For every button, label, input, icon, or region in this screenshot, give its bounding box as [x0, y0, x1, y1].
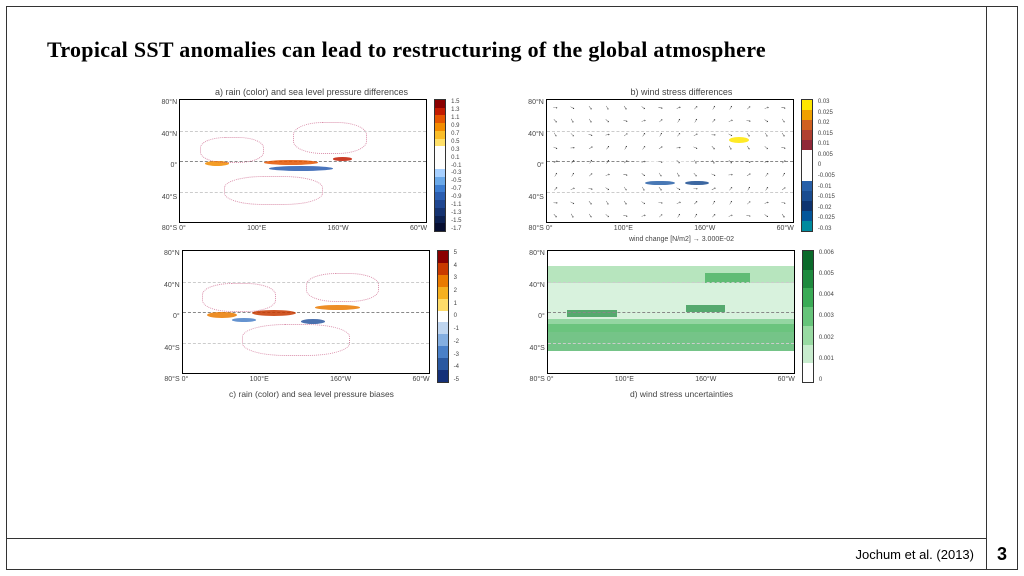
panel-d-map	[547, 250, 795, 374]
panel-d-xticks: 0°100°E160°W60°W	[547, 374, 795, 383]
panel-c-features	[183, 251, 429, 373]
panel-a-map	[179, 99, 427, 223]
content-area: Tropical SST anomalies can lead to restr…	[7, 7, 987, 539]
wind-scale-note: wind change [N/m2] → 3.000E-02	[507, 236, 857, 243]
panel-a-title: a) rain (color) and sea level pressure d…	[215, 87, 408, 97]
panel-c-yticks: 80°N40°N0°40°S80°S	[164, 250, 182, 383]
panel-c: 80°N40°N0°40°S80°S 0°100°E160°W60°W	[137, 250, 487, 399]
page-number: 3	[987, 539, 1017, 569]
footer-bar: Jochum et al. (2013)	[7, 539, 987, 569]
panel-a-xticks: 0°100°E160°W60°W	[179, 223, 427, 232]
panel-a-yticks: 80°N40°N0°40°S80°S	[162, 99, 180, 232]
panel-b-title: b) wind stress differences	[631, 87, 733, 97]
panel-c-title: c) rain (color) and sea level pressure b…	[229, 389, 394, 399]
panel-d-title: d) wind stress uncertainties	[630, 389, 733, 399]
panel-c-map	[182, 250, 430, 374]
panel-a-colorbar	[434, 99, 446, 232]
slide-frame: Tropical SST anomalies can lead to restr…	[6, 6, 1018, 570]
panel-d: 80°N40°N0°40°S80°S 0°100°E160°W60°W	[507, 250, 857, 399]
slide-title: Tropical SST anomalies can lead to restr…	[47, 37, 946, 63]
panel-a-cbar-labels: 1.51.31.10.90.70.50.30.1-0.1-0.3-0.5-0.7…	[451, 99, 461, 232]
panel-d-yticks: 80°N40°N0°40°S80°S	[529, 250, 547, 383]
panel-b: b) wind stress differences 80°N40°N0°40°…	[507, 87, 857, 232]
panel-b-yticks: 80°N40°N0°40°S80°S	[528, 99, 546, 232]
panel-c-xticks: 0°100°E160°W60°W	[182, 374, 430, 383]
panel-d-colorbar	[802, 250, 814, 383]
panel-b-map: →→→→→→→→→→→→→→→→→→→→→→→→→→→→→→→→→→→→→→→→…	[546, 99, 794, 223]
panel-d-cbar-labels: 0.0060.0050.0040.0030.0020.0010	[819, 250, 834, 383]
panel-b-cbar-labels: 0.030.0250.020.0150.010.0050-0.005-0.01-…	[818, 99, 835, 232]
figure-grid: a) rain (color) and sea level pressure d…	[137, 87, 857, 399]
panel-b-colorbar	[801, 99, 813, 232]
panel-a-features	[180, 100, 426, 222]
panel-a: a) rain (color) and sea level pressure d…	[137, 87, 487, 232]
panel-b-xticks: 0°100°E160°W60°W	[546, 223, 794, 232]
panel-b-arrows: →→→→→→→→→→→→→→→→→→→→→→→→→→→→→→→→→→→→→→→→…	[547, 100, 793, 222]
citation: Jochum et al. (2013)	[855, 547, 974, 562]
panel-c-colorbar	[437, 250, 449, 383]
panel-c-cbar-labels: 543210-1-2-3-4-5	[454, 250, 459, 383]
